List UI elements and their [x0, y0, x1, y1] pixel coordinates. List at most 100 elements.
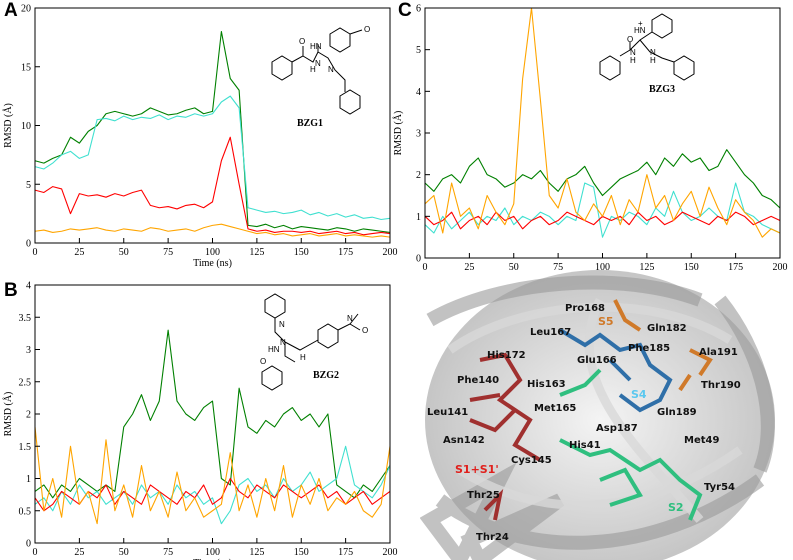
x-tick-label: 125 — [639, 262, 654, 273]
atom-label: + — [638, 19, 643, 28]
panel-label: C — [398, 0, 412, 21]
atom-label: H — [650, 56, 656, 65]
x-tick-label: 125 — [249, 547, 264, 558]
y-tick-label: 4 — [416, 87, 421, 98]
subsite-label: S2 — [668, 501, 684, 514]
x-tick-label: 200 — [383, 547, 398, 558]
molecule: HN + O N H N H BZG3 — [599, 13, 695, 95]
y-tick-label: 6 — [416, 4, 421, 15]
residue-label: Asp187 — [596, 423, 638, 434]
series-line — [34, 30, 391, 233]
residue-label: Phe140 — [457, 375, 499, 386]
chart-panel: 0 25 50 75 100 125 150 175 200 0 5 10 15 20 Time (ns) R… — [2, 0, 398, 269]
series-line — [34, 223, 391, 238]
y-tick-label: 3 — [26, 345, 31, 356]
series-line — [34, 95, 391, 221]
y-tick-label: 3.5 — [19, 313, 32, 324]
y-tick-label: 1 — [416, 212, 421, 223]
subsite-label: S5 — [598, 315, 614, 328]
residue-label: Pro168 — [565, 303, 605, 314]
series-line — [424, 149, 781, 209]
y-tick-label: 0 — [26, 239, 31, 250]
atom-label: O — [362, 326, 368, 335]
y-tick-label: 5 — [26, 180, 31, 191]
x-tick-label: 200 — [383, 247, 398, 258]
series-line — [34, 426, 391, 525]
atom-label: N — [650, 48, 656, 57]
atom-label: N — [280, 338, 286, 347]
atom-label: HN — [268, 345, 280, 354]
x-tick-label: 100 — [205, 247, 220, 258]
x-axis-label: Time (ns) — [193, 558, 232, 560]
residue-label: Leu167 — [530, 327, 571, 338]
y-tick-label: 2 — [416, 170, 421, 181]
residue-label: Tyr54 — [704, 482, 735, 493]
residue-label: His163 — [527, 379, 566, 390]
x-tick-label: 0 — [33, 247, 38, 258]
x-tick-label: 100 — [205, 547, 220, 558]
y-tick-label: 1.5 — [19, 442, 32, 453]
x-tick-label: 0 — [423, 262, 428, 273]
atom-label: HN — [634, 26, 646, 35]
x-tick-label: 150 — [294, 547, 309, 558]
x-tick-label: 50 — [119, 547, 129, 558]
residue-label: Gln189 — [657, 407, 697, 418]
x-tick-label: 50 — [119, 247, 129, 258]
y-tick-label: 1 — [26, 474, 31, 485]
compound-label: BZG2 — [313, 370, 339, 381]
residue-label: Leu141 — [427, 407, 468, 418]
series-line — [34, 477, 391, 512]
atom-label: O — [260, 357, 266, 366]
chart-panel: 0 25 50 75 100 125 150 175 200 0 1 2 3 4 5 6 RMSD (Å) C — [392, 0, 788, 273]
y-axis-label: RMSD (Å) — [2, 103, 14, 148]
y-tick-label: 2.5 — [19, 377, 32, 388]
residue-label: Thr24 — [476, 532, 509, 543]
residue-label: Met165 — [534, 403, 576, 414]
series-line — [34, 136, 391, 236]
molecule: N HN H N O N O BZG2 — [260, 293, 368, 391]
subsite-label: S1+S1' — [455, 463, 499, 476]
x-tick-label: 175 — [728, 262, 743, 273]
y-tick-label: 15 — [21, 62, 31, 73]
y-tick-label: 3 — [416, 129, 421, 140]
y-tick-label: 2 — [26, 410, 31, 421]
x-tick-label: 25 — [74, 547, 84, 558]
atom-label: H — [310, 65, 316, 74]
panel-label: A — [4, 0, 18, 21]
x-axis-label: Time (ns) — [193, 258, 232, 269]
x-tick-label: 100 — [595, 262, 610, 273]
y-tick-label: 0 — [416, 254, 421, 265]
series-line — [34, 445, 391, 525]
y-tick-label: 0.5 — [19, 506, 32, 517]
x-tick-label: 175 — [338, 247, 353, 258]
y-tick-label: 20 — [21, 4, 31, 15]
atom-label: H — [300, 353, 306, 362]
y-tick-label: 4 — [26, 281, 31, 292]
residue-label: Glu166 — [577, 355, 617, 366]
y-tick-label: 10 — [21, 121, 31, 132]
atom-label: O — [299, 37, 305, 46]
atom-label: N — [347, 314, 353, 323]
x-tick-label: 175 — [338, 547, 353, 558]
molecule: O HN N H N O BZG1 — [271, 25, 370, 129]
atom-label: N — [315, 59, 321, 68]
chart-panel: 0 25 50 75 100 125 150 175 200 0 0.5 1 1.5 2 2.5 3 3.5 4 T… — [2, 280, 398, 560]
x-tick-label: 150 — [294, 247, 309, 258]
atom-label: O — [364, 25, 370, 34]
y-axis-label: RMSD (Å) — [392, 111, 404, 156]
x-tick-label: 200 — [773, 262, 788, 273]
residue-label: Thr190 — [701, 380, 741, 391]
residue-label: Met49 — [684, 435, 719, 446]
atom-label: N — [630, 48, 636, 57]
y-tick-label: 0 — [26, 539, 31, 550]
plot-frame — [34, 7, 391, 244]
protein-structure: Pro168 Leu167 Gln182 Phe185 Ala191 His17… — [420, 270, 775, 560]
subsite-label: S4 — [631, 388, 647, 401]
residue-label: Phe185 — [628, 343, 670, 354]
series-line — [34, 329, 391, 499]
series-line — [424, 211, 781, 230]
x-tick-label: 25 — [74, 247, 84, 258]
x-tick-label: 0 — [33, 547, 38, 558]
residue-label: Asn142 — [443, 435, 485, 446]
